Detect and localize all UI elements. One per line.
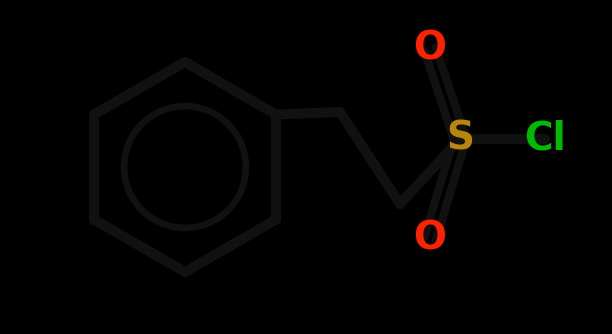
Text: Cl: Cl [524, 120, 566, 158]
Text: O: O [414, 30, 447, 68]
Text: S: S [446, 120, 474, 158]
Text: O: O [414, 220, 447, 258]
